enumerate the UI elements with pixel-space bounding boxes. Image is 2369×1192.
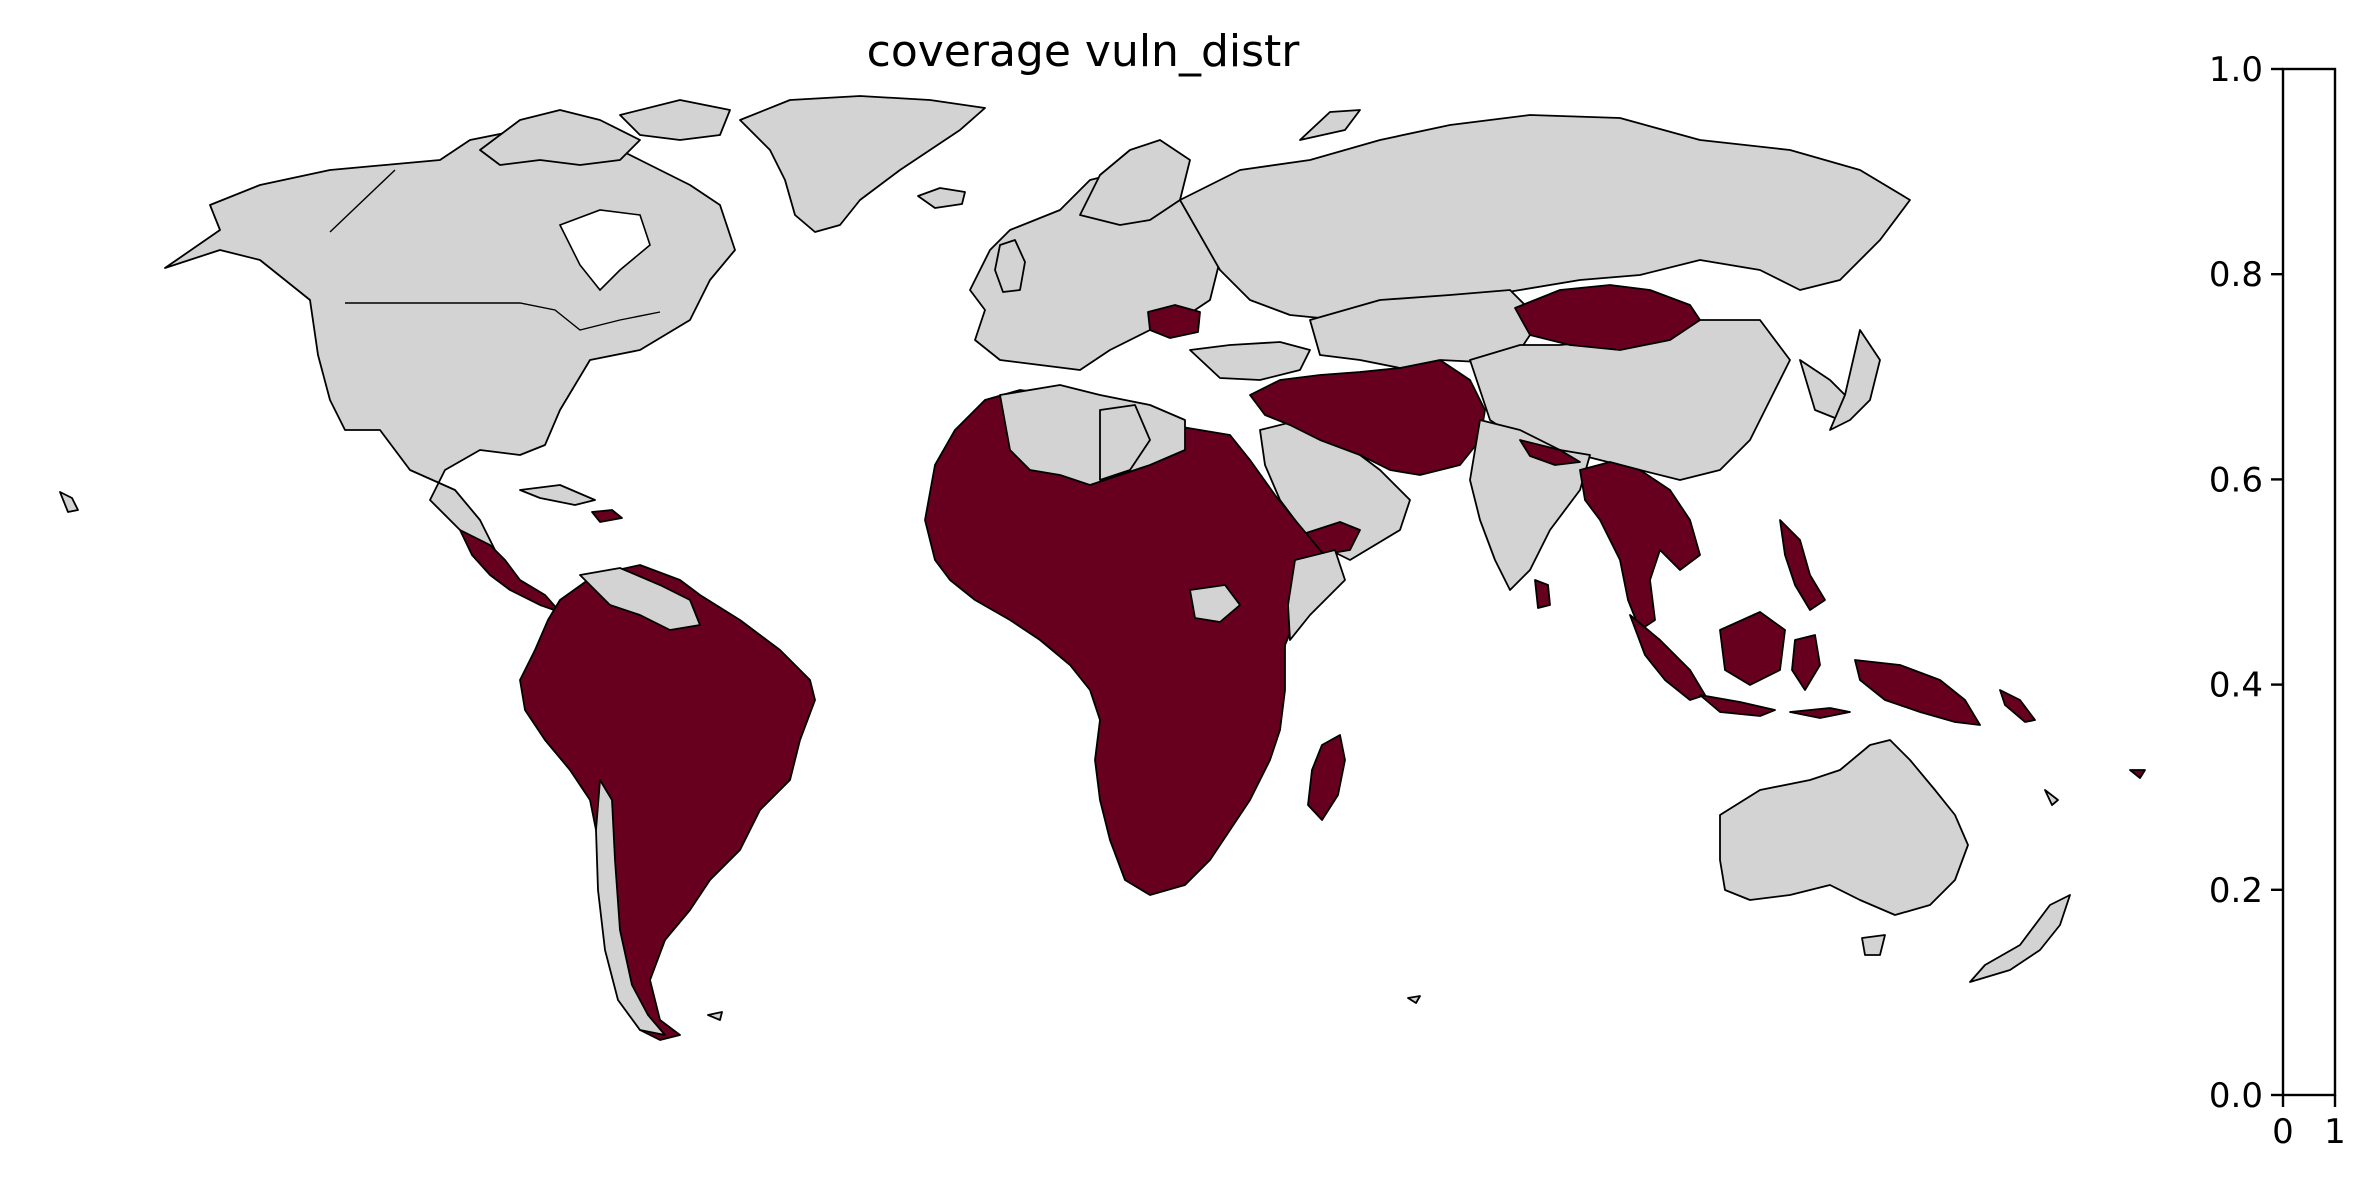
sri-lanka-covered[interactable] <box>1534 579 1551 609</box>
colorbar-y-tick-label: 0.6 <box>2209 460 2263 500</box>
somalia-grey <box>1287 549 1346 641</box>
haiti-covered[interactable] <box>591 509 623 523</box>
north-america-landmass <box>164 124 736 561</box>
south-sudan-grey <box>1189 584 1241 623</box>
colorbar-y-tick-label: 1.0 <box>2209 50 2263 90</box>
fiji-covered[interactable] <box>2129 769 2146 779</box>
madagascar-covered[interactable] <box>1307 734 1346 821</box>
iceland <box>917 187 966 209</box>
greenland <box>739 95 986 233</box>
chile <box>595 779 666 1036</box>
sulawesi-covered[interactable] <box>1791 634 1821 691</box>
new-caledonia <box>2044 789 2059 806</box>
sahara-grey <box>1099 404 1151 481</box>
scandinavia <box>1079 139 1191 226</box>
russia <box>1179 114 1911 321</box>
sumatra-covered[interactable] <box>1629 614 1706 701</box>
hudson-bay <box>558 209 651 292</box>
romania-covered[interactable] <box>1147 304 1201 339</box>
colorbar-y-tick-label: 0.2 <box>2209 871 2263 911</box>
southeast-asia-covered[interactable] <box>1579 461 1701 631</box>
colorbar-y-tick-label: 0.4 <box>2209 666 2263 706</box>
us-canada-border <box>345 302 661 331</box>
nepal-covered[interactable] <box>1519 439 1581 466</box>
colorbar-x-tick-label: 1 <box>2324 1112 2346 1152</box>
hawaii <box>59 491 79 513</box>
colorbar-y-tick-label: 0.8 <box>2209 255 2263 295</box>
alaska-border <box>329 169 396 233</box>
philippines-covered[interactable] <box>1779 519 1826 611</box>
japan <box>1829 329 1881 431</box>
arctic-islands <box>479 109 641 166</box>
world-map <box>59 95 2146 1041</box>
arctic-islands-2 <box>619 99 731 141</box>
north-africa-grey <box>999 384 1186 486</box>
south-georgia <box>1407 995 1421 1004</box>
falklands <box>707 1011 723 1021</box>
guyanas <box>579 567 701 631</box>
pacific-islands-covered[interactable] <box>1999 689 2036 723</box>
java-covered[interactable] <box>1699 694 1776 717</box>
new-zealand <box>1969 894 2071 983</box>
mongolia-covered[interactable] <box>1514 284 1701 351</box>
lesser-sunda-covered[interactable] <box>1789 707 1851 719</box>
turkey-caucasus <box>1189 341 1311 381</box>
south-america-covered[interactable] <box>519 564 816 1041</box>
colorbar-frame <box>2281 67 2337 1097</box>
central-america-covered[interactable] <box>459 529 561 613</box>
colorbar-x-tick-label: 0 <box>2272 1112 2294 1152</box>
borneo-covered[interactable] <box>1719 611 1786 686</box>
papua-covered[interactable] <box>1854 659 1981 726</box>
arctic-asia-islands <box>1299 109 1361 141</box>
great-britain <box>994 239 1026 293</box>
tasmania <box>1861 934 1886 956</box>
colorbar-y-axis: 0.0 0.2 0.4 0.6 0.8 1.0 <box>2209 50 2283 1116</box>
cuba <box>519 484 596 506</box>
australia <box>1719 739 1969 916</box>
map-title: coverage vuln_distr <box>867 26 1301 77</box>
colorbar-y-tick-label: 0.0 <box>2209 1076 2263 1116</box>
